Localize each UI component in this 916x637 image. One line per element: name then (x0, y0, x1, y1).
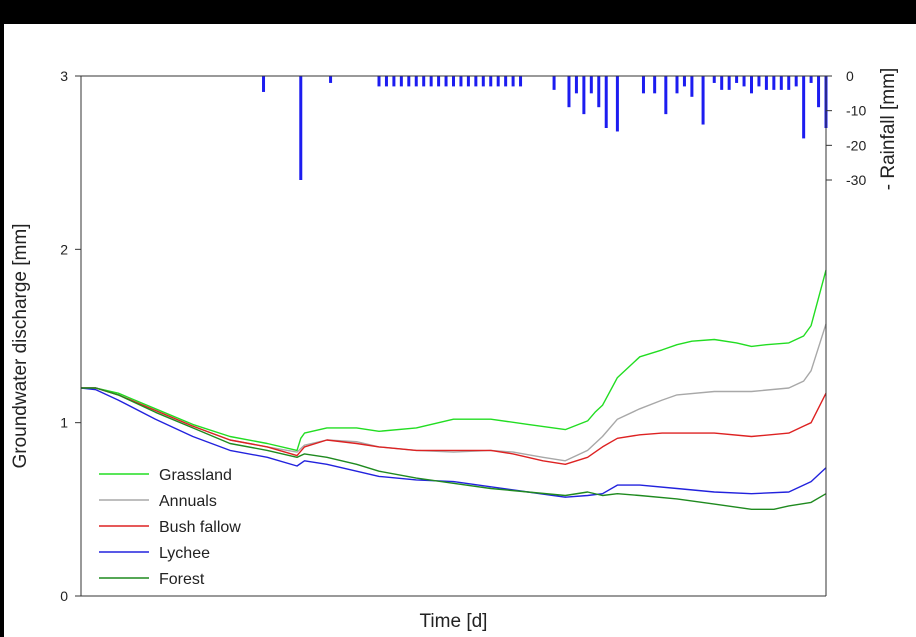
rainfall-bar (590, 76, 593, 93)
rainfall-bar (810, 76, 813, 83)
rainfall-bar (605, 76, 608, 128)
rainfall-bar (519, 76, 522, 86)
rainfall-bar (497, 76, 500, 86)
rainfall-bar (378, 76, 381, 86)
rainfall-axis-title: - Rainfall [mm] (878, 68, 899, 190)
rainfall-bar (445, 76, 448, 86)
legend-label: Annuals (159, 493, 217, 510)
rainfall-bar (676, 76, 679, 93)
legend-label: Lychee (159, 545, 210, 562)
rainfall-bar (407, 76, 410, 86)
rainfall-bar (482, 76, 485, 86)
rainfall-bar (750, 76, 753, 93)
rainfall-bar (765, 76, 768, 90)
rainfall-bar (385, 76, 388, 86)
rainfall-bar (642, 76, 645, 93)
rainfall-bar (702, 76, 705, 125)
series-line-annuals (81, 324, 826, 461)
rainfall-bar (575, 76, 578, 93)
rainfall-bar (430, 76, 433, 86)
y-axis-title: Groundwater discharge [mm] (10, 224, 31, 469)
left-tick-label: 0 (60, 588, 68, 604)
series-line-forest (81, 388, 826, 509)
rainfall-bar (437, 76, 440, 86)
series-line-grassland (81, 270, 826, 450)
series-line-bush-fallow (81, 388, 826, 464)
rainfall-bar (329, 76, 332, 83)
rainfall-bar (735, 76, 738, 83)
rainfall-bar (474, 76, 477, 86)
right-axis-ticks: 0 -10 -20 -30 (826, 68, 866, 188)
chart-svg: 0 1 2 3 0 -10 -20 -30 Time [d] Groundwater dis… (4, 24, 916, 637)
rainfall-bar (452, 76, 455, 86)
rainfall-bar (467, 76, 470, 86)
rainfall-bar (400, 76, 403, 86)
right-tick-label: -10 (846, 103, 866, 119)
x-axis-title: Time [d] (420, 611, 488, 632)
rainfall-bar (504, 76, 507, 86)
left-axis-ticks: 0 1 2 3 (60, 68, 81, 604)
left-tick-label: 3 (60, 68, 68, 84)
rainfall-bar (553, 76, 556, 90)
rainfall-bar (683, 76, 686, 86)
rainfall-bar (728, 76, 731, 90)
rainfall-bar (567, 76, 570, 107)
rainfall-bar (664, 76, 667, 114)
legend-label: Forest (159, 571, 205, 588)
rainfall-bar (512, 76, 515, 86)
rainfall-bar (802, 76, 805, 138)
rainfall-bar (489, 76, 492, 86)
legend: Grassland Annuals Bush fallow Lychee Forest (99, 467, 241, 588)
rainfall-bar (757, 76, 760, 86)
rainfall-bar (262, 76, 265, 92)
chart-panel: 0 1 2 3 0 -10 -20 -30 Time [d] Groundwater dis… (4, 24, 916, 637)
right-tick-label: -30 (846, 172, 866, 188)
left-tick-label: 2 (60, 241, 68, 257)
rainfall-bar (772, 76, 775, 90)
rainfall-bars (262, 76, 827, 180)
legend-label: Bush fallow (159, 519, 241, 536)
rainfall-bar (690, 76, 693, 97)
rainfall-bar (422, 76, 425, 86)
rainfall-bar (459, 76, 462, 86)
rainfall-bar (582, 76, 585, 114)
rainfall-bar (795, 76, 798, 86)
rainfall-bar (780, 76, 783, 90)
rainfall-bar (713, 76, 716, 83)
left-tick-label: 1 (60, 415, 68, 431)
right-tick-label: -20 (846, 137, 866, 153)
rainfall-bar (817, 76, 820, 107)
right-tick-label: 0 (846, 68, 854, 84)
rainfall-bar (392, 76, 395, 86)
rainfall-bar (597, 76, 600, 107)
legend-label: Grassland (159, 467, 232, 484)
rainfall-bar (415, 76, 418, 86)
rainfall-bar (616, 76, 619, 131)
rainfall-bar (787, 76, 790, 90)
rainfall-bar (743, 76, 746, 86)
rainfall-bar (720, 76, 723, 90)
rainfall-bar (299, 76, 302, 180)
rainfall-bar (653, 76, 656, 93)
